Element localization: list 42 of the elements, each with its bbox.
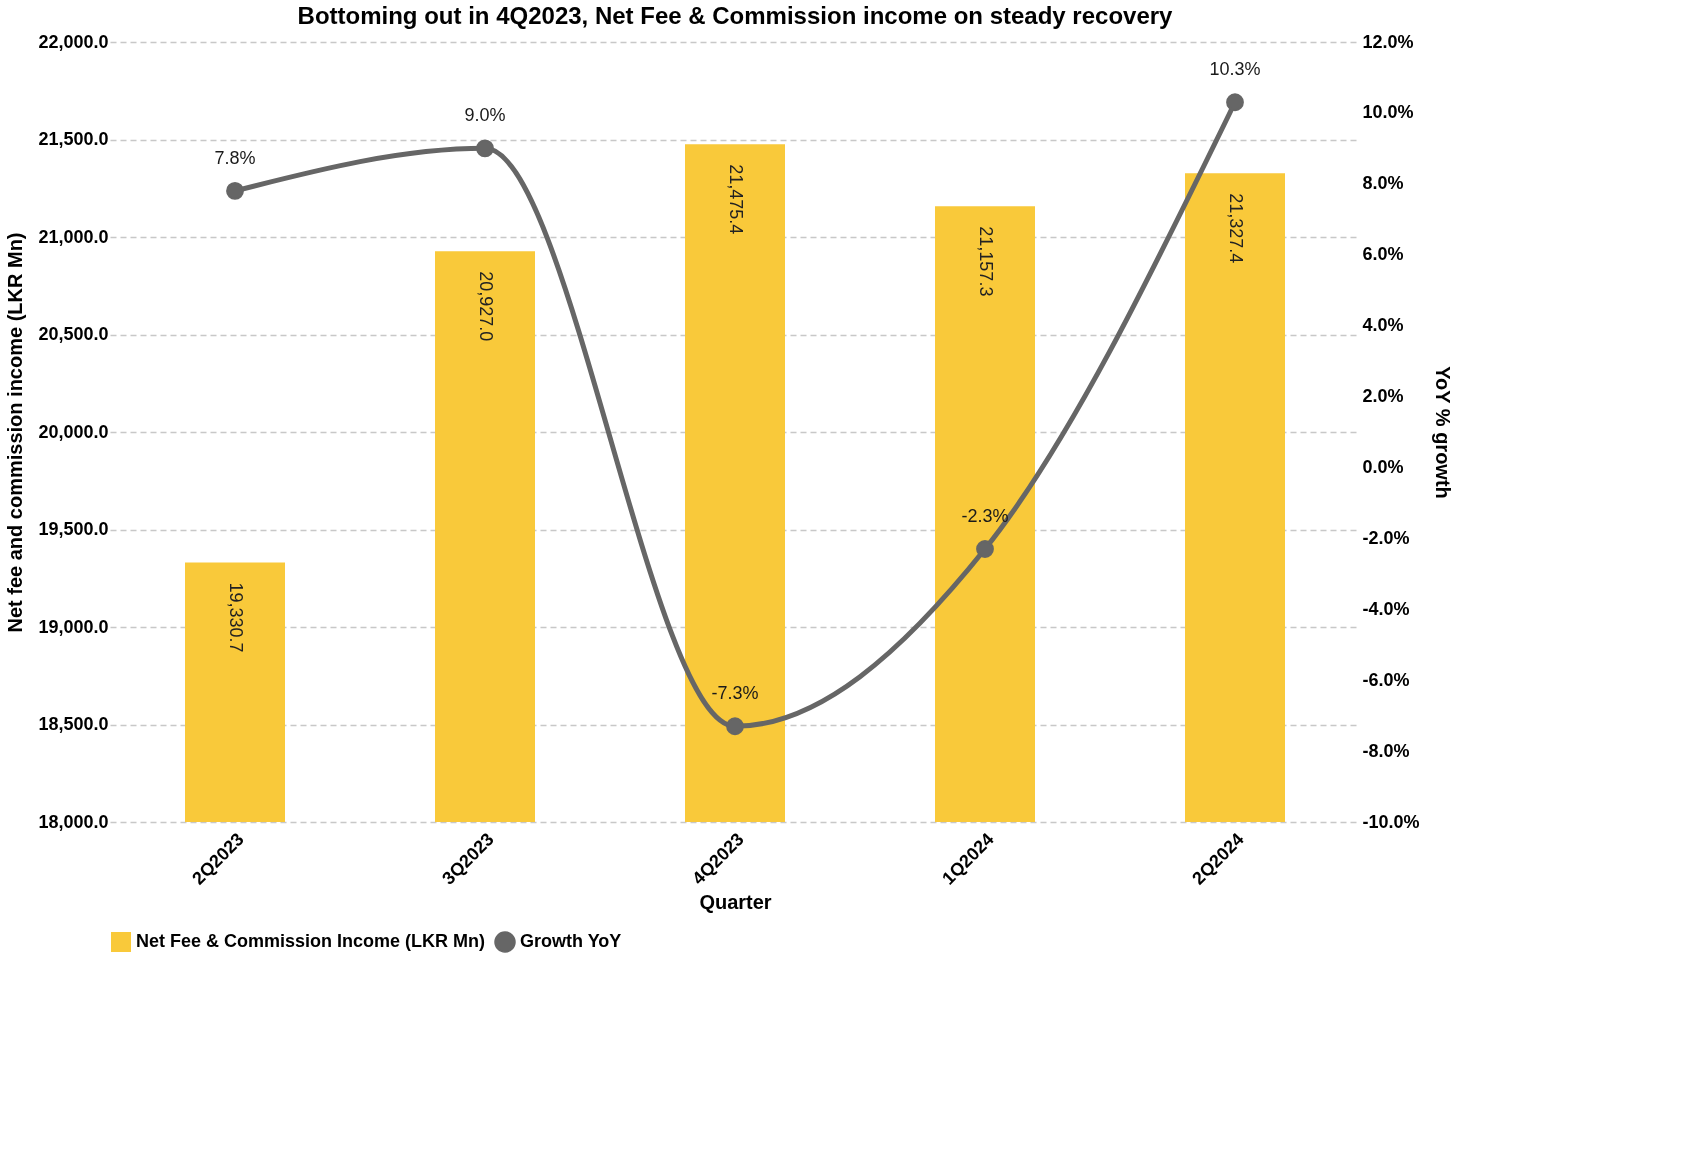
- y-tick-label: 18,000.0: [38, 811, 109, 832]
- y-tick-label: 19,000.0: [38, 616, 109, 637]
- data-label: 19,330.7: [226, 582, 246, 653]
- y2-tick-label: 8.0%: [1362, 173, 1404, 194]
- y-tick-label: 20,000.0: [38, 421, 109, 442]
- y2-tick-label: 6.0%: [1362, 244, 1404, 265]
- y2-tick-label: -6.0%: [1362, 669, 1410, 690]
- chart-title: Bottoming out in 4Q2023, Net Fee & Commission income on steady recovery: [297, 2, 1174, 29]
- y-tick-label: 20,500.0: [38, 324, 109, 344]
- y-axis-title: Net fee and commission income (LKR Mn): [4, 232, 27, 633]
- point: [226, 182, 244, 200]
- y2-tick-label: -10.0%: [1362, 811, 1420, 832]
- y2-axis-title: YoY % growth: [1431, 366, 1454, 499]
- data-label: 21,475.4: [726, 164, 746, 235]
- data-label: -7.3%: [711, 683, 759, 704]
- y-tick-label: 18,500.0: [38, 714, 109, 734]
- y-tick-label: 22,000.0: [38, 31, 109, 52]
- data-label: 21,327.4: [1226, 193, 1246, 264]
- data-label: -2.3%: [961, 506, 1009, 526]
- x-axis-title: Quarter: [699, 890, 772, 913]
- y2-tick-label: 0.0%: [1362, 456, 1404, 477]
- legend-label: Net Fee & Commission Income (LKR Mn): [136, 931, 486, 951]
- point: [976, 540, 994, 558]
- data-label: 20,927.0: [476, 271, 496, 342]
- legend-label: Growth YoY: [520, 931, 622, 951]
- point: [476, 139, 494, 158]
- y2-tick-label: 12.0%: [1362, 31, 1414, 52]
- y-tick-label: 19,500.0: [38, 519, 109, 539]
- y2-tick-label: -4.0%: [1362, 598, 1410, 619]
- point: [1226, 93, 1244, 112]
- data-label: 21,157.3: [976, 226, 996, 297]
- y2-tick-label: 10.0%: [1362, 102, 1414, 123]
- data-label: 9.0%: [464, 105, 506, 126]
- data-label: 7.8%: [214, 147, 256, 168]
- y2-tick-label: 2.0%: [1362, 386, 1404, 407]
- y-tick-label: 21,500.0: [38, 129, 109, 149]
- y-tick-label: 21,000.0: [38, 226, 109, 247]
- y2-tick-label: -8.0%: [1362, 740, 1410, 761]
- y2-tick-label: 4.0%: [1362, 315, 1404, 336]
- y2-tick-label: -2.0%: [1362, 527, 1410, 548]
- point: [726, 717, 744, 736]
- data-label: 10.3%: [1209, 59, 1261, 80]
